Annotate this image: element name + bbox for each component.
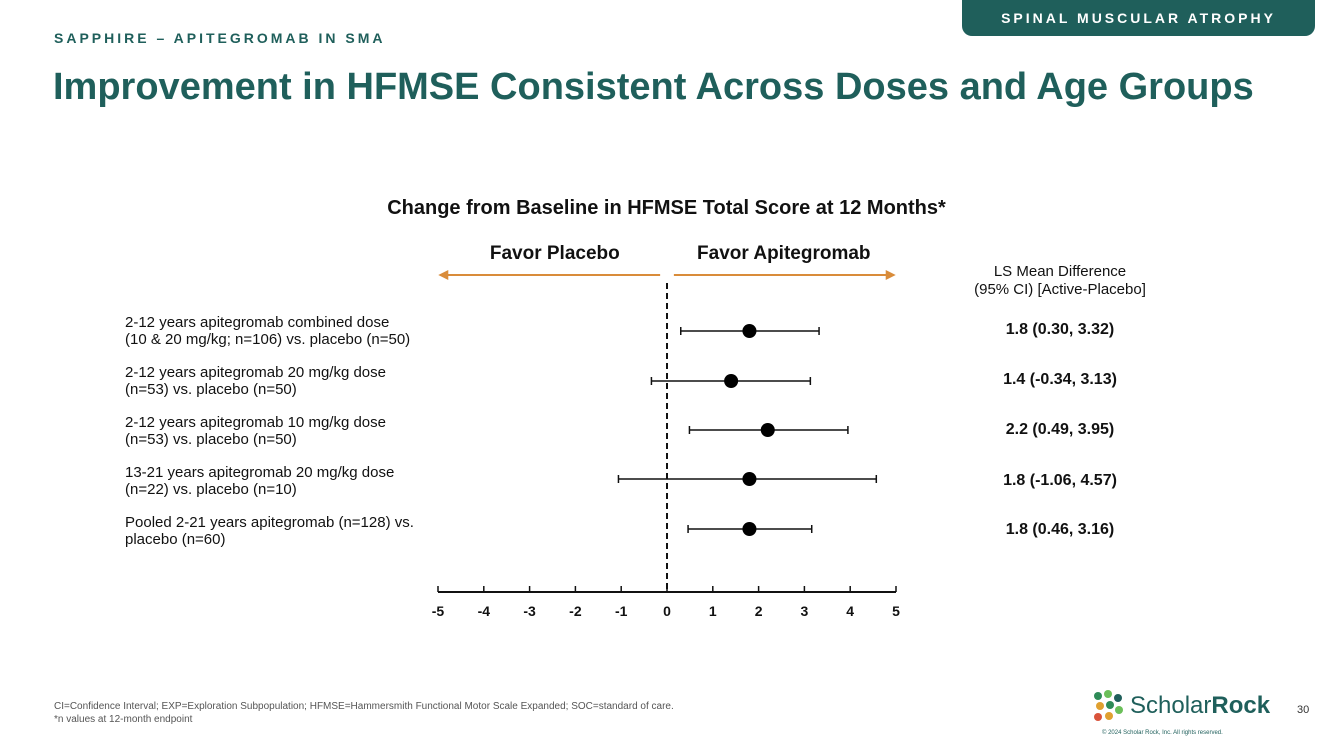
- row-label-3-line2: (n=53) vs. placebo (n=50): [125, 431, 297, 448]
- point-estimate-1: [742, 324, 757, 338]
- x-tick-label-6: 1: [709, 603, 717, 619]
- slide-title: Improvement in HFMSE Consistent Across D…: [53, 66, 1254, 108]
- ci-header-line1: LS Mean Difference: [993, 263, 1127, 280]
- logo-word-bold: Rock: [1211, 692, 1271, 719]
- page-number: 30: [1297, 704, 1310, 716]
- section-tag: SPINAL MUSCULAR ATROPHY: [962, 0, 1315, 36]
- x-tick-label-5: 0: [663, 603, 671, 619]
- x-tick-label-10: 5: [892, 603, 900, 619]
- row-label-2-line1: 2-12 years apitegromab 20 mg/kg dose: [125, 364, 386, 381]
- row-label-4-line2: (n=22) vs. placebo (n=10): [125, 481, 297, 498]
- x-tick-label-9: 4: [846, 603, 854, 619]
- favor-apitegromab-label: Favor Apitegromab: [697, 243, 871, 264]
- ci-value-2: 1.4 (-0.34, 3.13): [1003, 371, 1117, 388]
- row-label-1: 2-12 years apitegromab combined dose (10…: [125, 314, 465, 348]
- ci-value-5: 1.8 (0.46, 3.16): [1005, 521, 1115, 538]
- ci-value-1: 1.8 (0.30, 3.32): [1005, 321, 1115, 338]
- row-label-5-line1: Pooled 2-21 years apitegromab (n=128) vs…: [125, 514, 414, 531]
- row-label-5-line2: placebo (n=60): [125, 531, 226, 548]
- favor-placebo-label: Favor Placebo: [490, 243, 620, 264]
- x-tick-label-8: 3: [801, 603, 809, 619]
- row-label-4-line1: 13-21 years apitegromab 20 mg/kg dose: [125, 464, 395, 481]
- logo-word-light: Scholar: [1130, 692, 1212, 719]
- footnote: CI=Confidence Interval; EXP=Exploration …: [54, 700, 674, 726]
- x-tick-label-1: -4: [478, 603, 491, 619]
- point-estimate-2: [724, 374, 739, 388]
- ci-value-3: 2.2 (0.49, 3.95): [1005, 421, 1115, 438]
- row-label-1-line1: 2-12 years apitegromab combined dose: [125, 314, 390, 331]
- row-label-2-line2: (n=53) vs. placebo (n=50): [125, 381, 297, 398]
- row-label-2: 2-12 years apitegromab 20 mg/kg dose (n=…: [125, 364, 465, 398]
- ci-value-4: 1.8 (-1.06, 4.57): [1003, 472, 1117, 489]
- footnote-abbreviations: CI=Confidence Interval; EXP=Exploration …: [54, 701, 674, 712]
- row-label-5: Pooled 2-21 years apitegromab (n=128) vs…: [125, 514, 465, 548]
- eyebrow-label: SAPPHIRE – APITEGROMAB IN SMA: [54, 30, 386, 46]
- logo-mark-icon: [1094, 690, 1123, 721]
- logo-wordmark: ScholarRock: [1130, 692, 1270, 720]
- x-tick-label-7: 2: [755, 603, 763, 619]
- ci-column-header: LS Mean Difference (95% CI) [Active-Plac…: [930, 263, 1190, 299]
- x-tick-label-2: -3: [523, 603, 536, 619]
- point-estimate-3: [760, 423, 775, 437]
- row-label-3-line1: 2-12 years apitegromab 10 mg/kg dose: [125, 414, 386, 431]
- x-tick-label-4: -1: [615, 603, 628, 619]
- scholar-rock-logo: ScholarRock: [1092, 690, 1270, 722]
- ci-header-line2: (95% CI) [Active-Placebo]: [974, 281, 1146, 298]
- point-estimate-4: [742, 472, 757, 486]
- x-tick-label-3: -2: [569, 603, 582, 619]
- x-tick-label-0: -5: [432, 603, 445, 619]
- row-label-1-line2: (10 & 20 mg/kg; n=106) vs. placebo (n=50…: [125, 331, 411, 348]
- row-label-3: 2-12 years apitegromab 10 mg/kg dose (n=…: [125, 414, 465, 448]
- footnote-n-values: *n values at 12-month endpoint: [54, 714, 193, 725]
- chart-title: Change from Baseline in HFMSE Total Scor…: [387, 197, 946, 219]
- favor-apitegromab-arrowhead-icon: [885, 270, 896, 280]
- row-label-4: 13-21 years apitegromab 20 mg/kg dose (n…: [125, 464, 465, 498]
- copyright-text: © 2024 Scholar Rock, Inc. All rights res…: [1102, 730, 1223, 736]
- point-estimate-5: [742, 522, 757, 536]
- favor-placebo-arrowhead-icon: [438, 270, 449, 280]
